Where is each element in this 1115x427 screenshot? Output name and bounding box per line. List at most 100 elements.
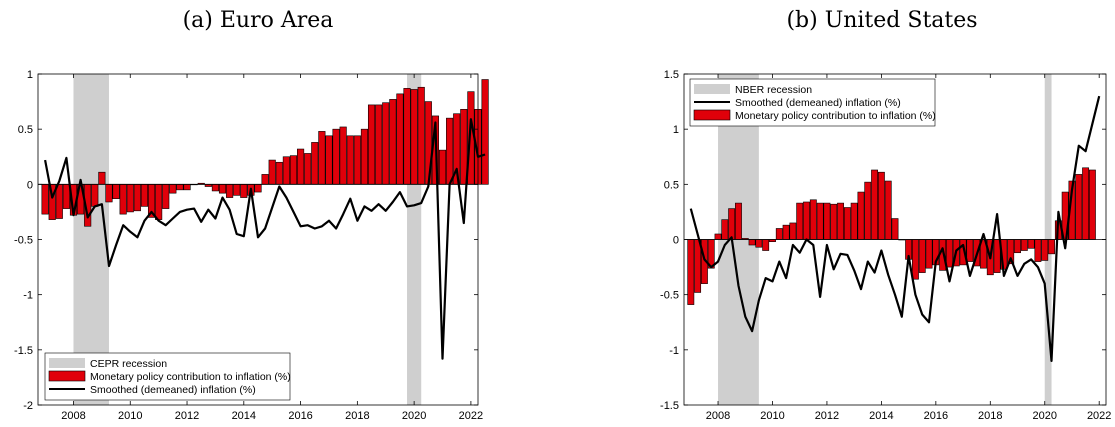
bar xyxy=(403,88,411,185)
chart-us: -1.5 -1 -0.5 0 0.5 1 1.5 2008 2010 2012 2014 2016 20… xyxy=(660,69,1111,422)
bar xyxy=(155,184,163,220)
bar xyxy=(1041,239,1049,261)
bar xyxy=(339,126,347,185)
bar xyxy=(918,239,926,273)
bar xyxy=(275,161,283,185)
legend-label: Smoothed (demeaned) inflation (%) xyxy=(90,384,256,396)
bar xyxy=(318,131,326,185)
bar xyxy=(809,199,817,240)
bar xyxy=(687,239,695,305)
bar xyxy=(446,117,454,185)
bar xyxy=(775,228,783,240)
bar xyxy=(41,184,49,215)
bar xyxy=(460,109,468,185)
bar xyxy=(304,153,312,185)
bar xyxy=(823,202,831,240)
bar xyxy=(796,202,804,240)
bar xyxy=(748,239,756,246)
bar xyxy=(353,135,361,185)
legend-swatch-bar xyxy=(48,370,86,382)
bar xyxy=(98,171,106,185)
bar xyxy=(233,184,241,196)
bar xyxy=(721,219,729,240)
bar xyxy=(311,142,319,185)
y-tick-label: -1.5 xyxy=(660,400,679,412)
bar xyxy=(211,184,219,192)
bar xyxy=(843,207,851,240)
bar xyxy=(1048,239,1055,255)
legend-swatch-recession xyxy=(49,358,85,368)
bar xyxy=(891,218,899,240)
panel-title-united-states: (b) United States xyxy=(786,8,978,33)
bar xyxy=(297,148,305,185)
legend-swatch-recession xyxy=(694,84,730,94)
bar xyxy=(226,184,234,198)
x-tick-label: 2008 xyxy=(706,410,730,422)
bar xyxy=(268,159,276,185)
bar xyxy=(966,239,974,262)
bar xyxy=(126,184,134,213)
bar xyxy=(218,184,227,194)
bar xyxy=(864,181,872,240)
bar xyxy=(1014,239,1021,254)
bar xyxy=(438,149,447,185)
x-tick-label: 2012 xyxy=(175,410,199,422)
x-tick-label: 2016 xyxy=(288,410,312,422)
legend-label: Monetary policy contribution to inflatio… xyxy=(735,110,936,122)
bar xyxy=(877,171,885,240)
bar xyxy=(1020,239,1028,251)
bar xyxy=(382,102,390,185)
bar xyxy=(396,93,404,185)
x-tick-label: 2018 xyxy=(978,410,1002,422)
bar xyxy=(946,239,953,268)
x-tick-label: 2016 xyxy=(924,410,948,422)
bar xyxy=(176,184,184,191)
bar xyxy=(389,99,397,185)
bar xyxy=(481,79,489,185)
bar xyxy=(1034,239,1042,262)
inflation-line xyxy=(689,95,1101,362)
bar xyxy=(417,86,425,185)
bar xyxy=(735,202,742,240)
bar xyxy=(850,202,858,240)
bar xyxy=(1082,167,1090,240)
bar xyxy=(282,156,290,185)
y-tick-label: 0 xyxy=(27,179,33,191)
bar xyxy=(993,239,1001,273)
bar xyxy=(762,239,770,251)
bar xyxy=(1027,239,1035,249)
bar xyxy=(325,135,333,185)
bar xyxy=(112,184,120,199)
bar xyxy=(375,104,383,185)
bar xyxy=(789,222,797,240)
bar xyxy=(830,203,838,240)
y-tick-label: 1 xyxy=(673,124,679,136)
bar xyxy=(289,155,298,185)
bar xyxy=(55,184,63,219)
bar xyxy=(1075,174,1083,240)
x-tick-label: 2014 xyxy=(232,410,256,422)
bar xyxy=(857,191,865,240)
y-tick-label: 1.5 xyxy=(664,69,679,81)
x-tick-label: 2020 xyxy=(1032,410,1056,422)
bar xyxy=(105,184,113,203)
panel-title-euro-area: (a) Euro Area xyxy=(182,8,334,33)
y-tick-label: -2 xyxy=(23,400,33,412)
x-tick-label: 2010 xyxy=(760,410,784,422)
chart-ea: -2 -1.5 -1 -0.5 0 0.5 1 2008 2010 2012 2014 2016 201… xyxy=(14,69,489,422)
bar xyxy=(1088,169,1096,240)
x-tick-label: 2022 xyxy=(459,410,483,422)
y-tick-label: -1.5 xyxy=(14,345,33,357)
bar xyxy=(91,184,99,207)
y-tick-label: 0 xyxy=(673,235,679,247)
y-tick-label: -0.5 xyxy=(14,235,33,247)
bar xyxy=(119,184,127,215)
x-tick-label: 2022 xyxy=(1087,410,1111,422)
legend-box xyxy=(689,78,936,127)
x-tick-label: 2014 xyxy=(869,410,893,422)
bar xyxy=(133,184,141,212)
y-tick-label: -1 xyxy=(669,345,679,357)
y-tick-label: -1 xyxy=(23,290,33,302)
